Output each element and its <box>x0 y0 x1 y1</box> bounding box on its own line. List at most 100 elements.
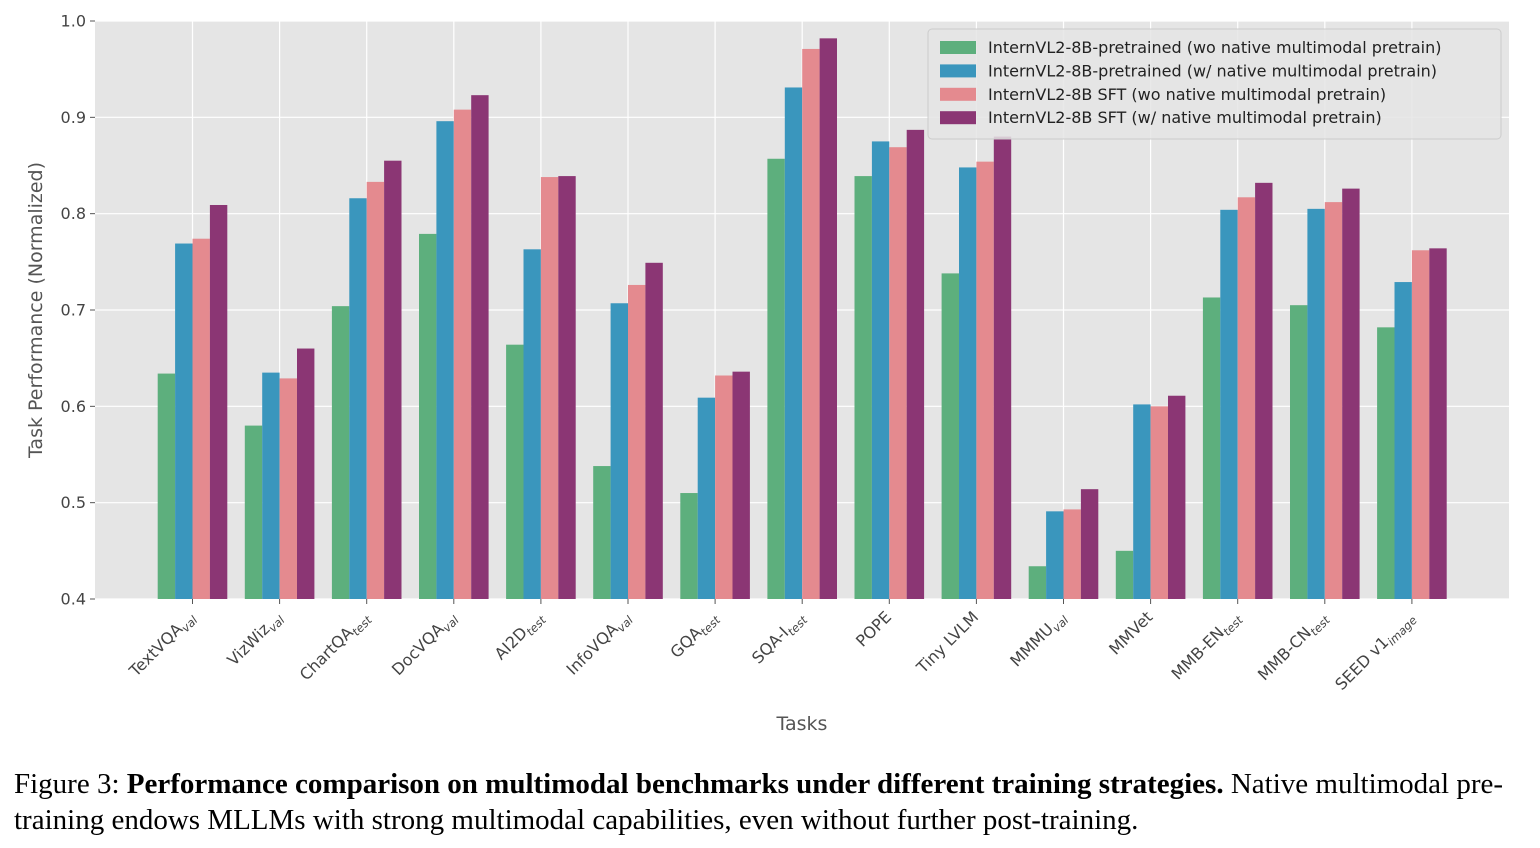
x-tick-base-1: VizWiz <box>223 619 273 669</box>
bar-s1-c13 <box>1307 208 1325 599</box>
y-tick-label-0: 0.4 <box>61 590 86 609</box>
x-tick-label-2: ChartQAtest <box>296 607 375 686</box>
bar-s3-c2 <box>384 160 402 599</box>
bar-s1-c14 <box>1394 282 1412 599</box>
bar-s2-c10 <box>1063 509 1081 599</box>
y-axis-title: Task Performance (Normalized) <box>25 162 47 459</box>
bar-s1-c7 <box>784 87 803 599</box>
bar-s1-c2 <box>349 198 367 599</box>
x-tick-base-8: POPE <box>852 607 895 650</box>
bar-s0-c9 <box>941 273 959 599</box>
x-tick-label-8: POPE <box>852 607 895 650</box>
bar-s1-c8 <box>871 141 890 599</box>
bars <box>157 38 1447 600</box>
bar-s0-c5 <box>593 466 611 599</box>
bar-s0-c4 <box>506 344 524 599</box>
bar-s3-c3 <box>471 95 489 599</box>
legend-box <box>927 28 1502 140</box>
bar-s1-c10 <box>1046 511 1064 599</box>
bar-s3-c8 <box>906 129 925 599</box>
bar-s2-c13 <box>1324 202 1343 599</box>
legend: InternVL2-8B-pretrained (wo native multi… <box>927 28 1502 140</box>
bar-s0-c13 <box>1290 305 1308 599</box>
bar-s3-c0 <box>209 204 228 599</box>
bar-s3-c7 <box>819 38 837 599</box>
y-tick-label-1: 0.5 <box>61 493 86 512</box>
x-tick-label-3: DocVQAval <box>388 607 462 681</box>
legend-label-2: InternVL2-8B SFT (wo native multimodal p… <box>988 85 1386 104</box>
x-tick-label-14: SEED v1image <box>1331 607 1420 696</box>
bar-s1-c5 <box>610 303 628 599</box>
y-tick-label-3: 0.7 <box>61 301 86 320</box>
bar-s2-c14 <box>1411 250 1430 600</box>
bar-s2-c5 <box>628 284 646 599</box>
bar-s0-c12 <box>1202 297 1221 599</box>
x-tick-base-5: InfoVQA <box>563 619 622 678</box>
bar-s2-c4 <box>540 177 559 599</box>
bar-s1-c9 <box>959 167 977 599</box>
bar-s0-c7 <box>767 158 785 600</box>
bar-s2-c11 <box>1150 406 1168 599</box>
x-axis-ticks: TextVQAval VizWizval ChartQAtest DocVQAval A… <box>125 599 1420 696</box>
bar-s0-c3 <box>419 233 437 599</box>
bar-s2-c7 <box>802 48 820 600</box>
y-axis-ticks: 0.4 0.5 0.6 0.7 0.8 0.9 1.0 <box>61 12 95 609</box>
bar-s3-c6 <box>732 371 750 599</box>
x-axis-title: Tasks <box>776 713 828 735</box>
x-tick-label-6: GQAtest <box>666 607 723 664</box>
bar-s1-c3 <box>436 121 454 599</box>
x-tick-base-14: SEED v1 <box>1331 633 1392 694</box>
x-tick-base-12: MMB-EN <box>1167 623 1227 683</box>
x-tick-sub-14: image <box>1385 613 1420 648</box>
legend-swatch-3 <box>940 111 976 125</box>
legend-swatch-2 <box>940 87 976 101</box>
bar-s2-c2 <box>366 181 385 600</box>
bar-s1-c1 <box>262 372 280 599</box>
bar-s2-c8 <box>889 147 907 600</box>
bar-s0-c14 <box>1377 327 1395 599</box>
legend-swatch-0 <box>940 41 976 54</box>
legend-label-1: InternVL2-8B-pretrained (w/ native multi… <box>988 61 1437 80</box>
bar-s1-c6 <box>697 397 716 599</box>
legend-swatch-1 <box>940 64 976 78</box>
bar-s0-c0 <box>157 373 176 599</box>
x-tick-label-4: AI2Dtest <box>491 607 550 666</box>
bar-s2-c3 <box>453 109 472 600</box>
y-tick-label-5: 0.9 <box>61 108 86 127</box>
x-tick-base-2: ChartQA <box>296 623 357 684</box>
x-tick-label-11: MMVet <box>1105 607 1156 658</box>
bar-s1-c0 <box>175 243 193 599</box>
x-tick-label-7: SQA-Itest <box>748 607 811 670</box>
bar-s3-c12 <box>1255 182 1273 599</box>
bar-s3-c4 <box>558 176 576 599</box>
x-tick-label-5: InfoVQAval <box>563 607 637 681</box>
bar-s2-c0 <box>192 238 210 600</box>
caption-bold: Performance comparison on multimodal ben… <box>126 768 1224 800</box>
x-tick-label-10: MMMUval <box>1006 607 1072 673</box>
figure-caption: Figure 3: Performance comparison on mult… <box>14 766 1530 838</box>
x-tick-base-3: DocVQA <box>388 619 448 679</box>
bar-s3-c5 <box>645 262 663 599</box>
x-tick-label-13: MMB-CNtest <box>1254 607 1333 686</box>
caption-text: Native multimodal pre-training endows ML… <box>14 768 1504 836</box>
legend-label-0: InternVL2-8B-pretrained (wo native multi… <box>988 38 1441 57</box>
bar-s0-c1 <box>244 425 263 599</box>
caption-label: Figure 3: <box>14 768 120 800</box>
x-tick-label-1: VizWizval <box>223 607 288 672</box>
x-tick-base-13: MMB-CN <box>1254 623 1315 684</box>
bar-s0-c6 <box>680 493 698 599</box>
bar-chart: 0.4 0.5 0.6 0.7 0.8 0.9 1.0 TextVQAval VizWizva… <box>25 12 1509 735</box>
bar-s3-c14 <box>1429 248 1447 599</box>
y-tick-label-2: 0.6 <box>61 397 86 416</box>
bar-s3-c10 <box>1080 489 1099 599</box>
x-tick-label-12: MMB-ENtest <box>1167 607 1245 685</box>
bar-s0-c8 <box>854 176 872 599</box>
bar-s0-c2 <box>331 306 350 599</box>
bar-s3-c1 <box>297 348 315 599</box>
bar-s2-c6 <box>715 375 733 599</box>
legend-label-3: InternVL2-8B SFT (w/ native multimodal p… <box>988 108 1382 127</box>
x-tick-base-10: MMMU <box>1006 619 1057 670</box>
bar-s2-c9 <box>976 161 994 599</box>
x-tick-label-0: TextVQAval <box>125 607 201 683</box>
bar-s2-c12 <box>1237 197 1256 600</box>
